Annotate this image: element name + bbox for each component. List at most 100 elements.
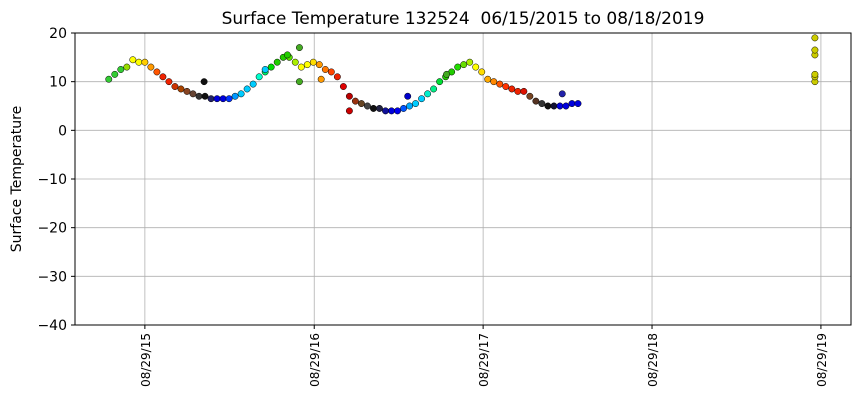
point — [249, 80, 257, 88]
point — [526, 92, 534, 100]
point — [303, 61, 311, 69]
x-tick-label: 08/29/15 — [139, 333, 153, 387]
point — [351, 97, 359, 105]
point — [436, 78, 444, 86]
point — [811, 46, 819, 54]
point — [388, 107, 395, 115]
point — [201, 92, 209, 100]
plot-frame — [74, 32, 852, 326]
point — [219, 95, 227, 103]
point — [558, 90, 566, 98]
point — [568, 100, 576, 108]
point — [267, 63, 275, 71]
x-tick-label: 08/29/19 — [815, 333, 829, 387]
point — [339, 83, 347, 90]
point — [544, 102, 552, 110]
chart-title: Surface Temperature 132524 06/15/2015 to… — [222, 9, 705, 29]
point — [123, 63, 131, 71]
point — [345, 107, 353, 115]
point — [811, 34, 819, 42]
y-tick-label: −10 — [37, 172, 67, 188]
point — [562, 102, 570, 110]
point — [225, 95, 233, 103]
point — [472, 63, 480, 71]
point — [147, 63, 155, 71]
y-tick-label: 10 — [49, 75, 67, 91]
point — [376, 104, 383, 112]
point — [129, 56, 137, 64]
point — [141, 58, 149, 66]
point — [255, 73, 263, 81]
y-tick-label: −20 — [37, 221, 67, 237]
y-tick-label: −30 — [37, 269, 67, 285]
point — [321, 66, 329, 73]
point — [514, 87, 522, 95]
point — [261, 66, 269, 73]
point — [207, 95, 215, 103]
point — [117, 66, 125, 73]
point — [171, 83, 179, 90]
point — [406, 102, 414, 110]
point — [283, 51, 291, 59]
y-tick-label: −40 — [37, 318, 67, 334]
point — [195, 92, 203, 100]
point — [496, 80, 504, 88]
point — [490, 78, 498, 86]
point — [363, 102, 371, 110]
point — [502, 83, 510, 90]
point — [484, 75, 492, 83]
point — [430, 85, 438, 93]
point — [357, 100, 365, 108]
x-tick-label: 08/29/16 — [308, 333, 322, 387]
point — [443, 70, 451, 78]
y-axis-label: Surface Temperature — [9, 106, 25, 252]
point — [418, 95, 426, 103]
point — [273, 58, 281, 66]
point — [454, 63, 462, 71]
y-tick-label: 0 — [58, 123, 67, 139]
point — [297, 63, 305, 71]
point — [189, 90, 197, 98]
point — [295, 44, 303, 52]
x-tick-label: 08/29/18 — [646, 333, 660, 387]
point — [237, 90, 245, 98]
point — [327, 68, 335, 76]
x-tick-label: 08/29/17 — [477, 333, 491, 387]
point — [556, 102, 564, 110]
point — [382, 107, 389, 115]
point — [200, 78, 208, 86]
point — [478, 68, 486, 76]
point — [135, 58, 143, 66]
point — [153, 68, 161, 76]
point — [466, 58, 474, 66]
point — [309, 58, 317, 66]
point — [811, 70, 819, 78]
point — [183, 87, 191, 95]
point — [317, 75, 325, 83]
point — [291, 58, 299, 66]
point — [111, 70, 119, 78]
point — [520, 87, 528, 95]
point — [165, 78, 173, 86]
y-tick-label: 20 — [49, 26, 67, 42]
point — [105, 75, 113, 83]
point — [424, 90, 432, 98]
point — [345, 92, 353, 100]
point — [574, 100, 582, 108]
point — [177, 85, 185, 93]
point — [159, 73, 167, 81]
point — [532, 97, 540, 105]
point — [243, 85, 251, 93]
point — [412, 100, 420, 108]
point — [508, 85, 516, 93]
point — [460, 61, 468, 69]
point — [315, 61, 323, 69]
point — [394, 107, 401, 115]
point — [295, 78, 303, 86]
point — [231, 92, 239, 100]
point — [404, 92, 412, 100]
point — [370, 104, 377, 112]
point — [550, 102, 558, 110]
